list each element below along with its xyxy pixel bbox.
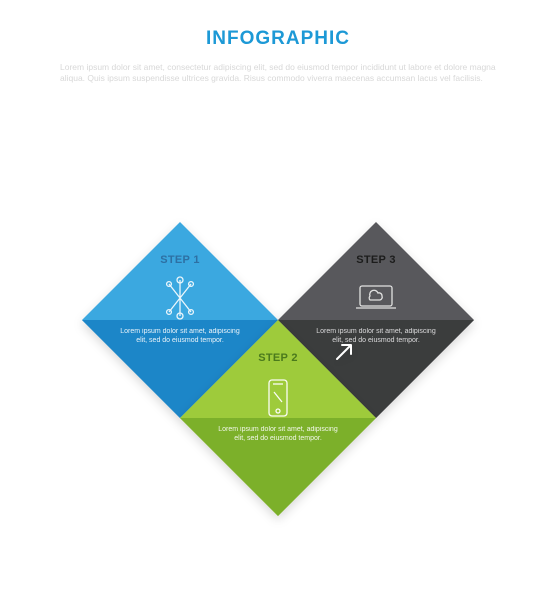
step2-lorem: Lorem ipsum dolor sit amet, adipiscing e…: [218, 426, 338, 444]
step1-label: STEP 1: [160, 254, 200, 266]
step2-label: STEP 2: [258, 352, 298, 364]
step3-lorem: Lorem ipsum dolor sit amet, adipiscing e…: [316, 328, 436, 346]
step3-label: STEP 3: [356, 254, 396, 266]
infographic-canvas: STEP 1 Lorem ipsum dolor sit amet, adipi…: [0, 0, 556, 600]
step1-lorem: Lorem ipsum dolor sit amet, adipiscing e…: [120, 328, 240, 346]
